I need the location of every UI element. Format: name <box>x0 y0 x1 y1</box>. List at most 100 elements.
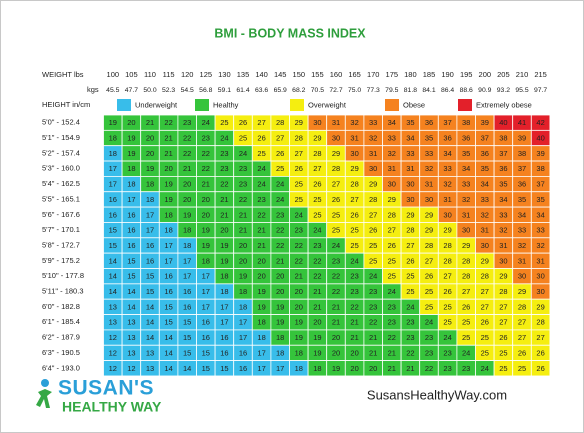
cell-value: 41 <box>518 118 526 127</box>
cell-value: 15 <box>183 318 191 327</box>
cell-value: 29 <box>369 180 377 189</box>
cell-value: 13 <box>127 333 135 342</box>
cell-value: 22 <box>332 287 340 296</box>
cell-value: 13 <box>127 348 135 357</box>
cell-value: 29 <box>425 210 433 219</box>
cell-value: 29 <box>388 195 396 204</box>
cell-value: 14 <box>164 364 172 373</box>
cell-value: 21 <box>220 210 228 219</box>
row-label: 5'10" - 177.8 <box>42 271 84 280</box>
cell-value: 27 <box>536 333 544 342</box>
cell-value: 26 <box>406 256 414 265</box>
cell-value: 35 <box>518 195 526 204</box>
cell-value: 20 <box>369 364 377 373</box>
legend-swatch <box>117 99 131 111</box>
lbs-label: 165 <box>348 70 361 79</box>
kg-value: 59.1 <box>218 87 231 94</box>
lbs-label: 215 <box>534 70 547 79</box>
cell-value: 23 <box>425 333 433 342</box>
cell-value: 25 <box>295 180 303 189</box>
cell-value: 19 <box>295 318 303 327</box>
cell-value: 37 <box>536 180 544 189</box>
cell-value: 16 <box>239 364 247 373</box>
cell-value: 28 <box>462 256 470 265</box>
cell-value: 23 <box>202 134 210 143</box>
cell-value: 18 <box>313 364 321 373</box>
cell-value: 25 <box>332 210 340 219</box>
cell-value: 26 <box>499 333 507 342</box>
cell-value: 18 <box>183 226 191 235</box>
cell-value: 13 <box>146 348 154 357</box>
cell-value: 27 <box>406 241 414 250</box>
cell-value: 28 <box>388 210 396 219</box>
cell-value: 34 <box>443 149 451 158</box>
cell-value: 12 <box>109 364 117 373</box>
cell-value: 16 <box>220 333 228 342</box>
cell-value: 20 <box>332 333 340 342</box>
cell-value: 17 <box>183 272 191 281</box>
cell-value: 29 <box>499 272 507 281</box>
kg-value: 75.0 <box>348 87 361 94</box>
cell-value: 22 <box>257 210 265 219</box>
lbs-label: 120 <box>181 70 194 79</box>
cell-value: 22 <box>220 180 228 189</box>
cell-value: 36 <box>443 134 451 143</box>
cell-value: 30 <box>406 180 414 189</box>
cell-value: 21 <box>313 287 321 296</box>
cell-value: 31 <box>462 210 470 219</box>
cell-value: 17 <box>109 164 117 173</box>
cell-value: 14 <box>109 256 117 265</box>
cell-value: 22 <box>388 333 396 342</box>
cell-value: 20 <box>350 348 358 357</box>
legend-swatch <box>385 99 399 111</box>
cell-value: 24 <box>276 180 284 189</box>
kg-value: 72.7 <box>329 87 342 94</box>
cell-value: 14 <box>146 333 154 342</box>
lbs-label: 175 <box>386 70 399 79</box>
cell-value: 29 <box>462 241 470 250</box>
cell-value: 27 <box>462 287 470 296</box>
cell-value: 17 <box>257 348 265 357</box>
cell-value: 22 <box>276 241 284 250</box>
cell-value: 21 <box>146 118 154 127</box>
cell-value: 26 <box>276 149 284 158</box>
cell-value: 25 <box>369 256 377 265</box>
kg-value: 61.4 <box>236 87 249 94</box>
cell-value: 25 <box>388 272 396 281</box>
cell-value: 33 <box>499 210 507 219</box>
cell-value: 23 <box>239 180 247 189</box>
cell-value: 16 <box>164 287 172 296</box>
cell-value: 20 <box>146 134 154 143</box>
cell-value: 22 <box>425 364 433 373</box>
cell-value: 18 <box>183 241 191 250</box>
cell-value: 23 <box>462 364 470 373</box>
cell-value: 30 <box>536 272 544 281</box>
cell-value: 26 <box>239 118 247 127</box>
cell-value: 29 <box>443 226 451 235</box>
cell-value: 17 <box>164 241 172 250</box>
cell-value: 17 <box>257 364 265 373</box>
cell-value: 22 <box>239 195 247 204</box>
cell-value: 17 <box>183 256 191 265</box>
cell-value: 19 <box>127 134 135 143</box>
cell-value: 19 <box>109 118 117 127</box>
cell-value: 17 <box>239 333 247 342</box>
cell-value: 21 <box>369 333 377 342</box>
cell-value: 18 <box>164 210 172 219</box>
cell-value: 19 <box>257 302 265 311</box>
cell-value: 19 <box>164 180 172 189</box>
cell-value: 25 <box>257 149 265 158</box>
cell-value: 17 <box>276 364 284 373</box>
cell-value: 40 <box>499 118 507 127</box>
lbs-label: 170 <box>367 70 380 79</box>
cell-value: 33 <box>425 149 433 158</box>
legend-label: Healthy <box>213 100 239 109</box>
lbs-label: 205 <box>497 70 510 79</box>
cell-value: 14 <box>109 272 117 281</box>
cell-value: 17 <box>202 302 210 311</box>
cell-value: 34 <box>462 164 470 173</box>
cell-value: 39 <box>536 149 544 158</box>
cell-value: 26 <box>332 195 340 204</box>
cell-value: 30 <box>462 226 470 235</box>
cell-value: 16 <box>183 287 191 296</box>
